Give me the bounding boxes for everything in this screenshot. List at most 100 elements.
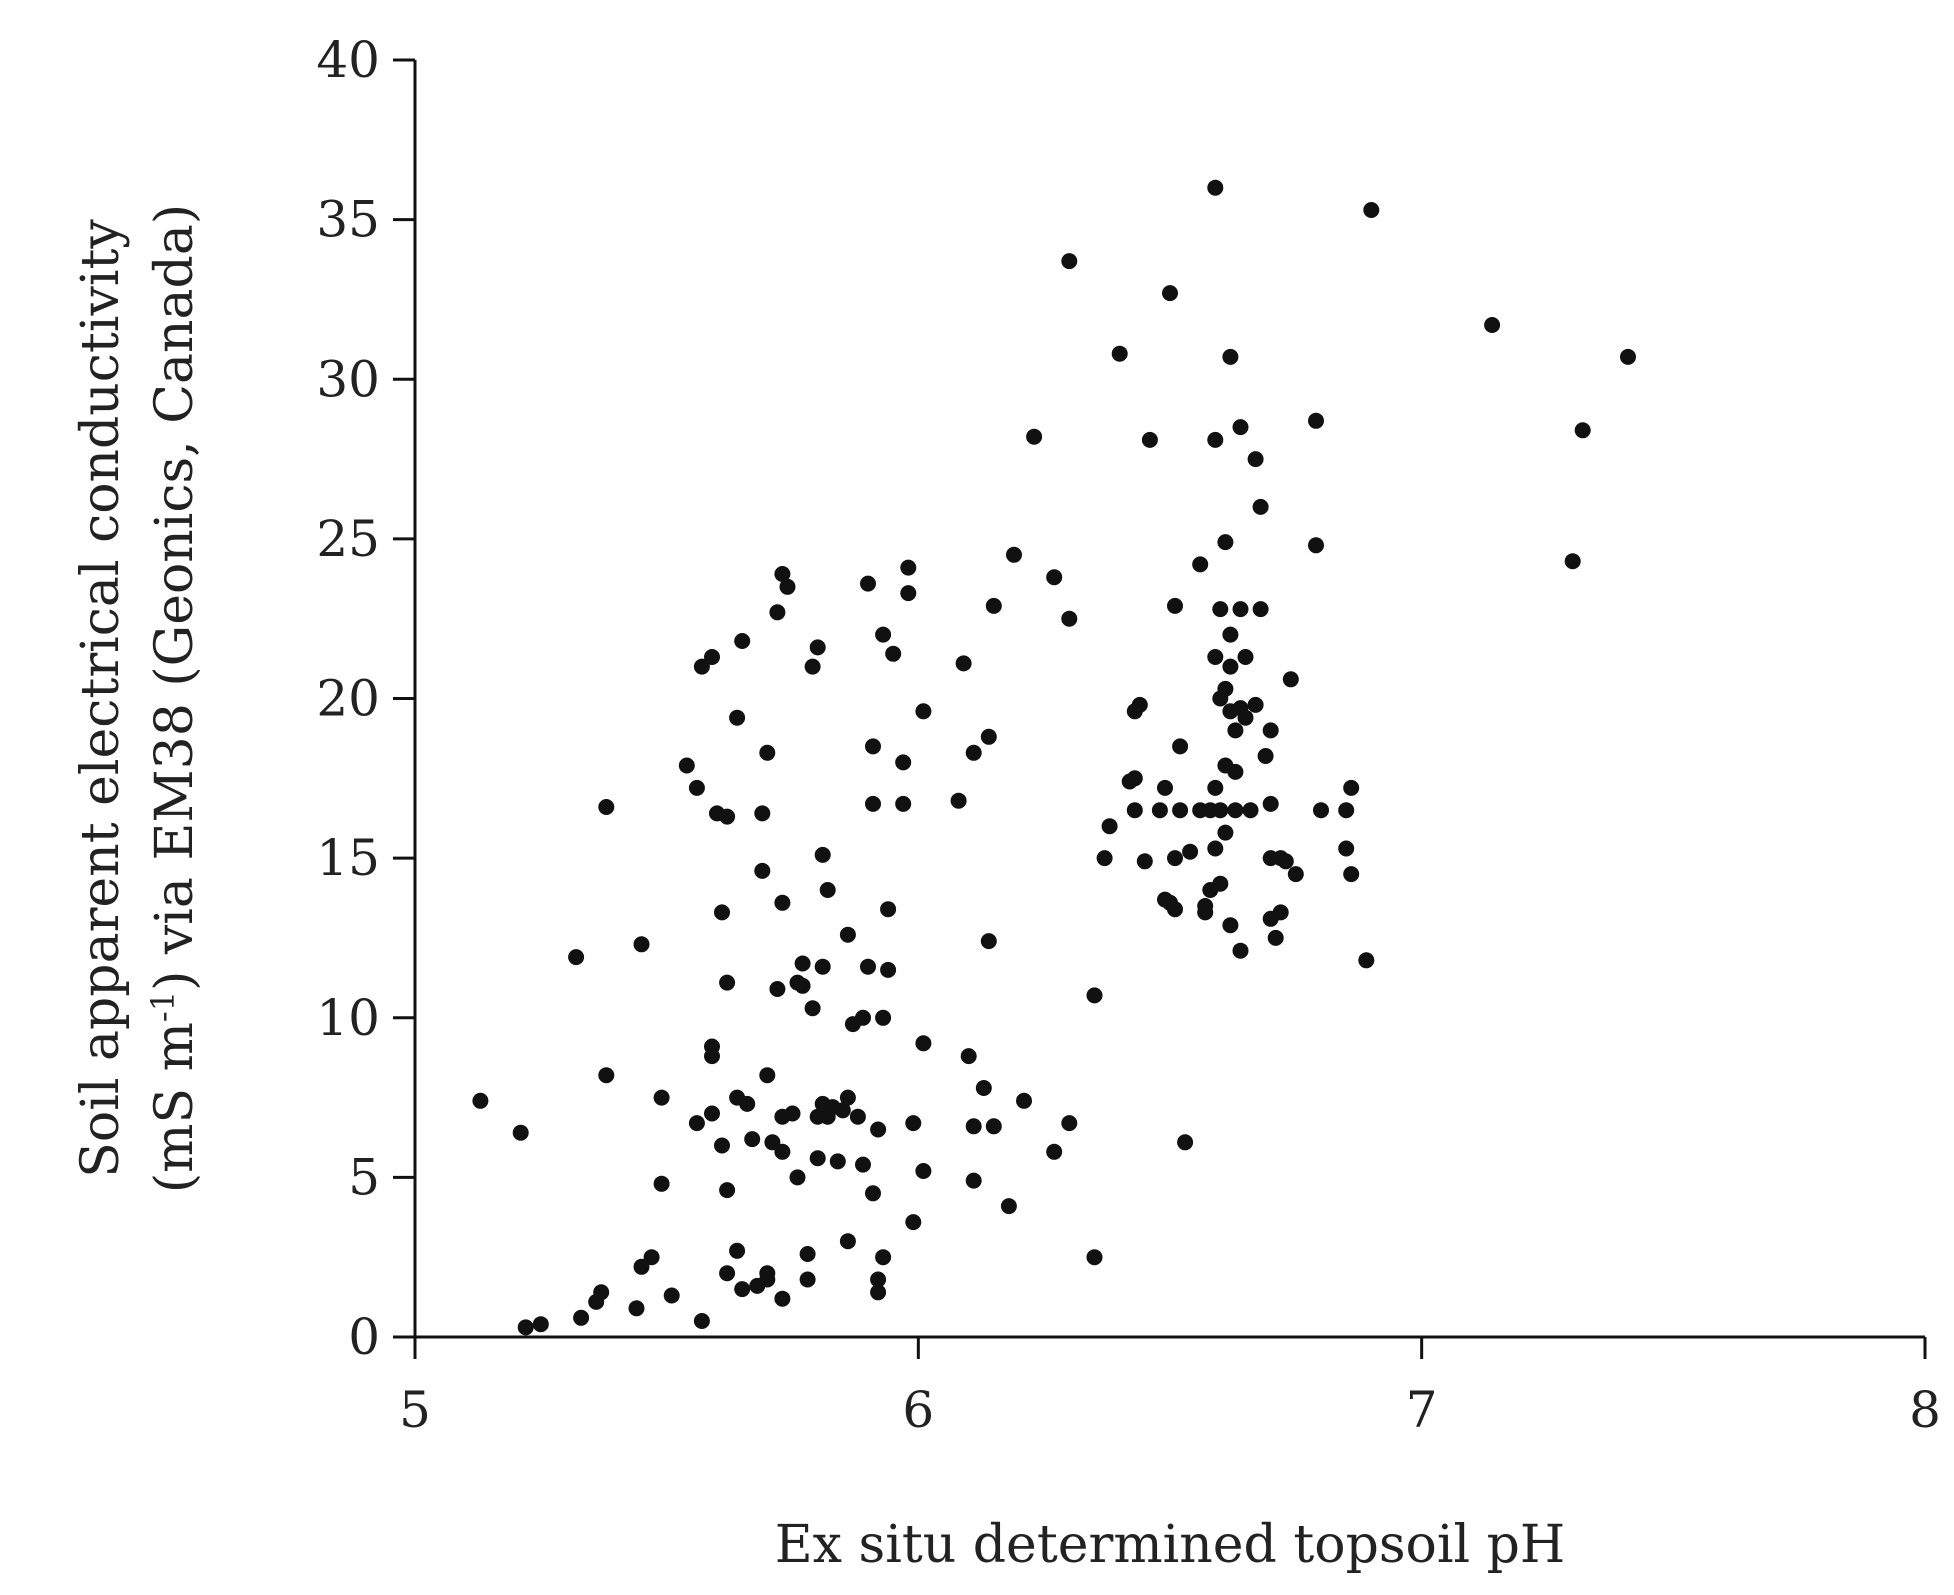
- data-point: [839, 1233, 856, 1250]
- data-point: [1237, 649, 1254, 665]
- data-point: [870, 1284, 887, 1301]
- data-point: [1086, 1249, 1103, 1266]
- data-point: [965, 1118, 982, 1135]
- data-point: [1338, 802, 1355, 819]
- data-point: [1061, 1115, 1078, 1132]
- data-point: [1046, 1143, 1063, 1160]
- data-point: [799, 1271, 816, 1288]
- data-point: [1162, 285, 1178, 302]
- data-point: [1207, 179, 1224, 196]
- data-point: [663, 1287, 680, 1304]
- data-point: [1222, 626, 1239, 643]
- data-point: [900, 559, 917, 576]
- data-point: [1272, 904, 1289, 921]
- data-point: [1222, 348, 1239, 365]
- data-point: [759, 1067, 776, 1084]
- data-point: [980, 728, 997, 745]
- data-point: [1484, 317, 1501, 333]
- data-point: [1222, 658, 1239, 675]
- data-point: [829, 1153, 846, 1170]
- data-point: [754, 805, 771, 822]
- data-point: [1262, 795, 1279, 812]
- data-point: [653, 1175, 670, 1192]
- data-point: [885, 645, 902, 662]
- data-point: [1101, 818, 1118, 835]
- data-point: [915, 1163, 932, 1179]
- data-point: [1096, 850, 1113, 867]
- data-point: [1172, 802, 1189, 819]
- data-point: [1207, 431, 1224, 448]
- data-point: [759, 1271, 776, 1288]
- data-point: [729, 1242, 746, 1259]
- data-point: [895, 795, 912, 812]
- data-point: [598, 799, 615, 815]
- data-point: [764, 1134, 781, 1151]
- data-point: [688, 1115, 705, 1132]
- x-tick-label: 5: [399, 1381, 431, 1439]
- data-point: [1061, 253, 1078, 270]
- y-ticks: 0 5 10 15 20 25 30 35 40: [316, 31, 415, 1366]
- y-axis-title-line2: (mS m-1) via EM38 (Geonics, Canada): [144, 204, 205, 1193]
- data-point: [860, 575, 876, 592]
- data-point: [1061, 610, 1078, 627]
- data-point: [1338, 840, 1355, 857]
- data-point: [744, 1131, 761, 1148]
- data-point: [1000, 1198, 1017, 1215]
- data-point: [774, 1290, 791, 1307]
- data-point: [1343, 866, 1360, 883]
- data-point: [1252, 498, 1269, 515]
- y-tick-label: 25: [316, 510, 380, 568]
- data-point: [653, 1089, 670, 1106]
- data-point: [1167, 597, 1183, 614]
- data-point: [1217, 824, 1234, 841]
- data-point: [774, 566, 791, 582]
- data-point: [719, 974, 736, 991]
- data-point: [880, 961, 897, 978]
- data-point: [955, 655, 972, 672]
- data-point: [789, 1169, 806, 1186]
- data-point: [704, 649, 720, 665]
- data-point: [834, 1102, 851, 1119]
- data-point: [905, 1115, 922, 1132]
- y-tick-label: 35: [316, 191, 380, 249]
- data-point: [794, 955, 811, 972]
- data-point: [633, 936, 650, 953]
- data-point: [784, 1105, 801, 1122]
- data-point: [950, 792, 967, 809]
- y-tick-label: 20: [316, 670, 380, 728]
- data-point: [814, 846, 831, 863]
- data-point: [769, 604, 786, 621]
- data-point: [1282, 671, 1299, 688]
- data-point: [1247, 696, 1264, 713]
- data-point: [729, 709, 746, 726]
- x-tick-label: 8: [1909, 1381, 1941, 1439]
- data-point: [1358, 952, 1375, 969]
- data-point: [1217, 534, 1234, 551]
- data-point: [915, 703, 932, 720]
- data-point: [865, 738, 881, 755]
- data-point: [739, 1095, 756, 1112]
- data-point: [573, 1309, 590, 1326]
- data-point: [1086, 987, 1103, 1004]
- data-point: [1227, 802, 1244, 819]
- data-point: [855, 1009, 871, 1026]
- data-point: [714, 1137, 730, 1154]
- data-point: [769, 981, 786, 997]
- y-axis-title-unit-sup: -1: [144, 991, 182, 1022]
- data-point: [814, 958, 831, 975]
- data-point: [714, 904, 730, 921]
- data-point: [1227, 763, 1244, 780]
- x-tick-label: 7: [1406, 1381, 1438, 1439]
- data-point: [965, 1172, 982, 1189]
- data-point: [719, 808, 736, 825]
- y-tick-label: 40: [316, 31, 380, 89]
- data-point: [1131, 696, 1148, 713]
- data-point: [875, 626, 892, 643]
- data-point: [1207, 649, 1224, 665]
- data-point: [1182, 843, 1199, 860]
- data-point: [985, 1118, 1002, 1135]
- data-point: [472, 1092, 489, 1109]
- data-point: [895, 754, 912, 771]
- data-point: [1167, 901, 1183, 918]
